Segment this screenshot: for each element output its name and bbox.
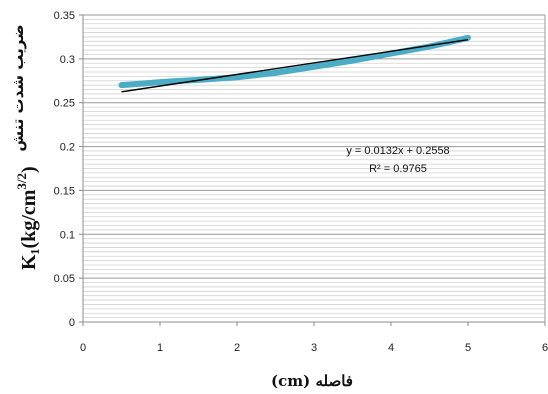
trendline-r-squared: R² = 0.9765 [369, 163, 427, 175]
y-tick-label: 0.2 [60, 142, 75, 154]
y-tick-labels: 0 0.05 0.1 0.15 0.2 0.25 0.3 0.35 [54, 10, 83, 329]
x-tick-label: 1 [157, 342, 163, 354]
y-tick-label: 0 [69, 317, 75, 329]
x-tick-label: 6 [542, 342, 548, 354]
y-tick-label: 0.3 [60, 54, 75, 66]
x-tick-labels: 0 1 2 3 4 5 6 [80, 322, 548, 354]
y-axis-label-symbol: K₁(kg/cm3/2) [14, 166, 40, 270]
y-tick-label: 0.1 [60, 229, 75, 241]
series [118, 34, 471, 89]
y-axis-label: K₁(kg/cm3/2) ضریب شدت تنش [9, 24, 40, 270]
x-tick-label: 3 [311, 342, 317, 354]
x-tick-label: 2 [234, 342, 240, 354]
y-tick-label: 0.25 [54, 98, 75, 110]
y-axis-label-exponent: 3/2 [14, 173, 29, 190]
trendline-equation: y = 0.0132x + 0.2558 [346, 145, 449, 157]
x-tick-label: 4 [388, 342, 394, 354]
grid-lines [83, 14, 545, 323]
y-tick-label: 0.05 [54, 273, 75, 285]
y-tick-label: 0.15 [54, 185, 75, 197]
trendline [121, 39, 469, 93]
y-tick-label: 0.35 [54, 10, 75, 22]
x-tick-label: 0 [80, 342, 86, 354]
trendline-line [121, 39, 469, 93]
y-axis-label-arabic: ضریب شدت تنش [9, 24, 27, 151]
x-tick-label: 5 [465, 342, 471, 354]
y-axis-label-close: ) [18, 166, 40, 173]
y-axis-label-k: K₁(kg/cm [18, 189, 40, 270]
x-axis-label: (cm) فاصله [271, 372, 353, 390]
series-line [118, 34, 471, 89]
